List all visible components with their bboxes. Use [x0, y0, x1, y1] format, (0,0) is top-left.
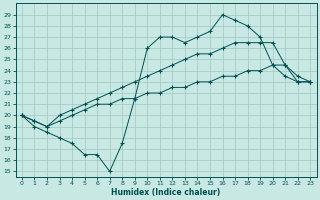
X-axis label: Humidex (Indice chaleur): Humidex (Indice chaleur) — [111, 188, 221, 197]
